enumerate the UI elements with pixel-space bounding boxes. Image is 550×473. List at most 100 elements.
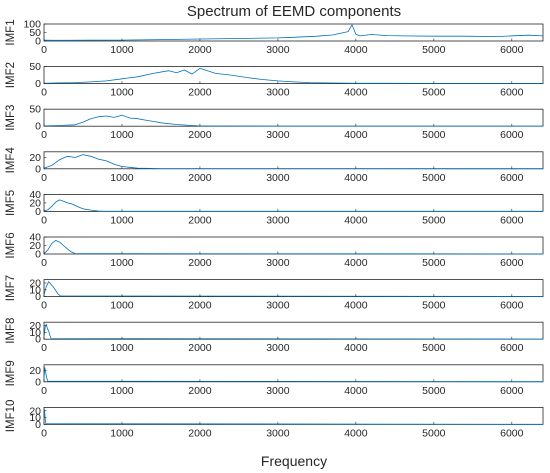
spectrum-line-imf5 bbox=[43, 199, 543, 212]
x-tick-label: 4000 bbox=[344, 87, 368, 99]
y-tick-label: 40 bbox=[29, 189, 41, 201]
y-tick-label: 20 bbox=[29, 197, 41, 209]
x-tick-label: 4000 bbox=[344, 214, 368, 226]
x-tick-label: 2000 bbox=[188, 342, 212, 354]
y-tick-label: 0 bbox=[35, 36, 41, 48]
y-tick-label: 10 bbox=[29, 327, 41, 339]
x-tick-label: 6000 bbox=[500, 129, 524, 141]
x-tick-label: 3000 bbox=[266, 214, 290, 226]
plot-frame bbox=[43, 108, 544, 127]
y-tick-label: 20 bbox=[29, 365, 41, 377]
x-tick-label: 1000 bbox=[110, 214, 134, 226]
plot-frame bbox=[43, 279, 544, 298]
spectrum-line-imf7 bbox=[43, 281, 544, 297]
x-tick-label: 5000 bbox=[422, 87, 446, 99]
y-axis-label: IMF3 bbox=[5, 105, 17, 131]
x-tick-label: 4000 bbox=[344, 300, 368, 312]
y-tick-label: 0 bbox=[35, 291, 41, 303]
x-tick-label: 5000 bbox=[422, 172, 446, 184]
x-tick-label: 5000 bbox=[422, 427, 446, 439]
x-tick-label: 3000 bbox=[266, 342, 290, 354]
x-tick-label: 4000 bbox=[344, 385, 368, 397]
plot-frame bbox=[43, 236, 544, 255]
y-axis-label: IMF4 bbox=[5, 147, 17, 174]
figure-title: Spectrum of EEMD components bbox=[187, 3, 401, 20]
y-axis-label: IMF8 bbox=[5, 318, 17, 344]
x-tick-label: 1000 bbox=[110, 342, 134, 354]
y-tick-label: 100 bbox=[23, 19, 41, 31]
x-tick-label: 3000 bbox=[266, 427, 290, 439]
x-tick-label: 0 bbox=[41, 427, 47, 439]
plot-frame bbox=[43, 321, 544, 340]
x-tick-label: 2000 bbox=[188, 44, 212, 56]
y-axis-label: IMF7 bbox=[5, 275, 17, 301]
x-tick-label: 2000 bbox=[188, 300, 212, 312]
y-tick-label: 40 bbox=[29, 232, 41, 244]
x-tick-label: 5000 bbox=[422, 257, 446, 269]
x-tick-label: 1000 bbox=[110, 257, 134, 269]
x-tick-label: 2000 bbox=[188, 214, 212, 226]
plot-frame bbox=[43, 364, 544, 383]
spectrum-line-imf10 bbox=[43, 409, 544, 425]
x-tick-label: 2000 bbox=[188, 257, 212, 269]
y-tick-label: 0 bbox=[35, 121, 41, 133]
x-tick-label: 0 bbox=[41, 300, 47, 312]
x-tick-label: 4000 bbox=[344, 427, 368, 439]
y-tick-label: 0 bbox=[35, 249, 41, 261]
y-tick-label: 10 bbox=[29, 284, 41, 296]
x-tick-label: 3000 bbox=[266, 87, 290, 99]
x-tick-label: 1000 bbox=[110, 427, 134, 439]
x-tick-label: 6000 bbox=[500, 427, 524, 439]
y-tick-label: 50 bbox=[29, 104, 41, 116]
y-tick-label: 50 bbox=[29, 61, 41, 73]
x-tick-label: 0 bbox=[41, 385, 47, 397]
x-tick-label: 0 bbox=[41, 44, 47, 56]
x-tick-label: 1000 bbox=[110, 87, 134, 99]
plot-frame bbox=[43, 193, 544, 212]
plot-frame bbox=[43, 151, 544, 170]
spectrum-line-imf1 bbox=[43, 24, 544, 41]
x-tick-label: 0 bbox=[41, 342, 47, 354]
subplot-imf9: 0 1000 2000 3000 4000 5000 6000 020 IMF9 bbox=[5, 360, 544, 397]
x-tick-label: 4000 bbox=[344, 129, 368, 141]
x-tick-label: 2000 bbox=[188, 129, 212, 141]
x-tick-label: 5000 bbox=[422, 300, 446, 312]
plot-frame bbox=[43, 23, 544, 42]
x-tick-label: 3000 bbox=[266, 385, 290, 397]
y-tick-label: 20 bbox=[29, 405, 41, 417]
spectrum-line-imf8 bbox=[43, 323, 544, 340]
x-tick-label: 6000 bbox=[500, 214, 524, 226]
x-tick-label: 1000 bbox=[110, 129, 134, 141]
x-tick-label: 0 bbox=[41, 172, 47, 184]
y-tick-label: 0 bbox=[35, 78, 41, 90]
x-tick-label: 6000 bbox=[500, 300, 524, 312]
x-tick-label: 4000 bbox=[344, 44, 368, 56]
y-tick-label: 0 bbox=[35, 419, 41, 431]
x-axis-label: Frequency bbox=[261, 453, 327, 469]
x-tick-label: 6000 bbox=[500, 172, 524, 184]
x-tick-label: 4000 bbox=[344, 342, 368, 354]
spectrum-line-imf9 bbox=[43, 367, 544, 383]
x-tick-label: 6000 bbox=[500, 342, 524, 354]
y-tick-label: 0 bbox=[35, 163, 41, 175]
plot-frame bbox=[43, 66, 544, 84]
spectrum-line-imf6 bbox=[43, 240, 544, 255]
y-axis-label: IMF1 bbox=[5, 19, 17, 45]
spectrum-line-imf3 bbox=[43, 114, 543, 127]
y-tick-label: 50 bbox=[29, 27, 41, 39]
x-tick-label: 1000 bbox=[110, 44, 134, 56]
y-tick-label: 20 bbox=[29, 278, 41, 290]
y-tick-label: 0 bbox=[35, 334, 41, 346]
y-axis-label: IMF5 bbox=[5, 190, 17, 216]
x-tick-label: 2000 bbox=[188, 172, 212, 184]
spectrum-line-imf2 bbox=[43, 67, 543, 84]
x-tick-label: 0 bbox=[41, 87, 47, 99]
plot-frame bbox=[43, 406, 544, 425]
x-tick-label: 2000 bbox=[188, 87, 212, 99]
x-tick-label: 3000 bbox=[266, 257, 290, 269]
